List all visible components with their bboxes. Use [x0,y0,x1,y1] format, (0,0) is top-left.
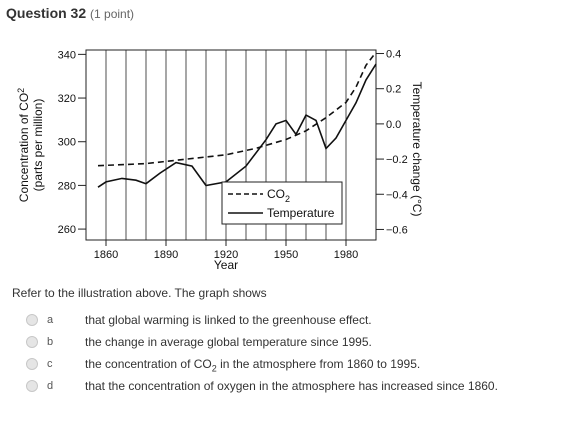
radio-button-c[interactable] [26,358,38,370]
plot-frame [85,49,377,241]
choice-text-c: the concentration of CO2 in the atmosphe… [85,357,421,374]
co2-temperature-chart: 260 280 300 320 340 0.4 0.2 0.0 −0.2 −0.4 −0.6 18… [16,49,424,272]
x-axis-label: Year [214,258,238,272]
right-tick-label-5: −0.6 [386,224,408,236]
radio-button-b[interactable] [26,336,38,348]
radio-button-d[interactable] [26,380,38,392]
choice-text-a: that global warming is linked to the gre… [85,313,372,327]
question-header: Question 32 (1 point) [6,5,134,23]
question-prompt: Refer to the illustration above. The gra… [12,286,267,300]
x-tick-label-1890: 1890 [154,249,178,261]
radio-button-a[interactable] [26,314,38,326]
choice-letter-c: c [47,358,53,370]
temperature-series-line [97,63,377,188]
left-axis-label-units: (parts per million) [31,99,45,192]
question-points: (1 point) [90,7,135,21]
left-tick-label-280: 280 [58,180,76,192]
legend-co2-label: CO2 [267,187,290,204]
choice-c[interactable]: c the concentration of CO2 in the atmosp… [0,356,577,376]
right-tick-label-1: 0.2 [386,84,401,96]
x-axis: 1860 1890 1920 1950 1980 [94,240,358,261]
left-axis: 260 280 300 320 340 [58,49,86,236]
left-tick-label-320: 320 [58,93,76,105]
x-tick-label-1860: 1860 [94,249,118,261]
right-tick-label-0: 0.4 [386,49,401,61]
x-tick-label-1980: 1980 [334,249,358,261]
left-tick-label-300: 300 [58,137,76,149]
x-tick-label-1920: 1920 [214,249,238,261]
question-title: Question 32 [6,5,87,21]
choice-a[interactable]: a that global warming is linked to the g… [0,312,577,332]
choice-b[interactable]: b the change in average global temperatu… [0,334,577,354]
choice-d[interactable]: d that the concentration of oxygen in th… [0,378,577,398]
right-tick-label-3: −0.2 [386,154,408,166]
right-axis: 0.4 0.2 0.0 −0.2 −0.4 −0.6 [376,49,408,236]
left-tick-label-340: 340 [58,49,76,61]
left-axis-label: Concentration of CO2 [16,88,31,202]
choice-text-d: that the concentration of oxygen in the … [85,379,498,393]
right-tick-label-2: 0.0 [386,119,401,131]
choice-text-b: the change in average global temperature… [85,335,372,349]
right-axis-label: Temperature change (°C) [410,82,424,217]
right-tick-label-4: −0.4 [386,189,408,201]
choice-letter-d: d [47,380,54,392]
co2-series-line [97,51,377,167]
choice-letter-b: b [47,336,54,348]
left-tick-label-260: 260 [58,224,76,236]
choice-letter-a: a [47,314,54,326]
legend-box [221,181,343,225]
chart-legend: CO2 Temperature [221,181,343,225]
x-tick-label-1950: 1950 [274,249,298,261]
legend-temperature-label: Temperature [267,206,335,220]
